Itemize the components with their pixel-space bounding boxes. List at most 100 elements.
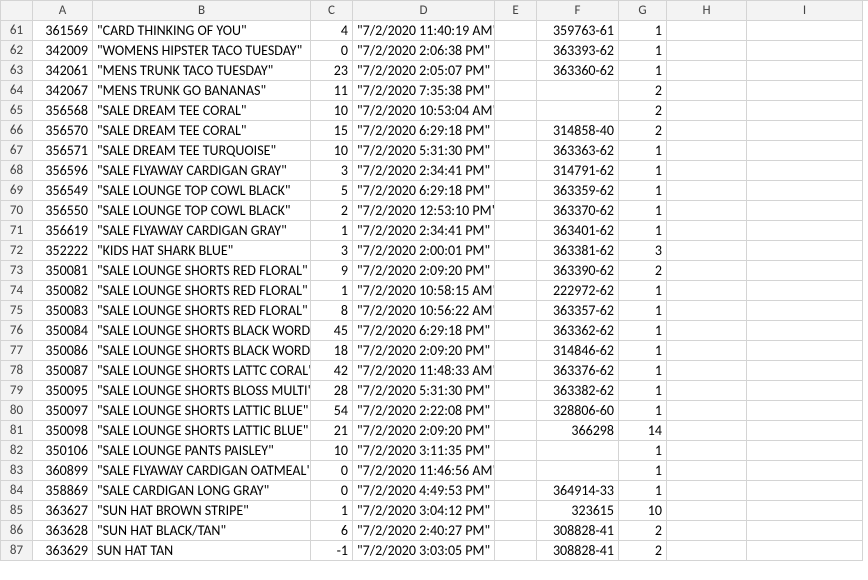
- cell[interactable]: [667, 441, 747, 461]
- cell[interactable]: [667, 81, 747, 101]
- cell[interactable]: "7/2/2020 5:31:30 PM": [353, 141, 495, 161]
- cell[interactable]: "7/2/2020 6:29:18 PM": [353, 121, 495, 141]
- cell[interactable]: "SALE LOUNGE SHORTS RED FLORAL": [93, 261, 311, 281]
- cell[interactable]: 1: [619, 21, 667, 41]
- cell[interactable]: [747, 161, 863, 181]
- cell[interactable]: "SALE DREAM TEE TURQUOISE": [93, 141, 311, 161]
- cell[interactable]: "7/2/2020 2:09:20 PM": [353, 421, 495, 441]
- cell[interactable]: "SALE LOUNGE TOP COWL BLACK": [93, 181, 311, 201]
- cell[interactable]: 356619: [33, 221, 93, 241]
- cell[interactable]: [747, 521, 863, 541]
- cell[interactable]: 356568: [33, 101, 93, 121]
- cell[interactable]: "7/2/2020 7:35:38 PM": [353, 81, 495, 101]
- cell[interactable]: 363370-62: [537, 201, 619, 221]
- row-header[interactable]: 74: [1, 281, 33, 301]
- cell[interactable]: [747, 81, 863, 101]
- cell[interactable]: 356550: [33, 201, 93, 221]
- cell[interactable]: [495, 161, 537, 181]
- cell[interactable]: [495, 41, 537, 61]
- cell[interactable]: 1: [311, 221, 353, 241]
- cell[interactable]: 363401-62: [537, 221, 619, 241]
- row-header[interactable]: 73: [1, 261, 33, 281]
- cell[interactable]: 1: [619, 181, 667, 201]
- cell[interactable]: 10: [311, 101, 353, 121]
- cell[interactable]: 308828-41: [537, 521, 619, 541]
- cell[interactable]: [667, 521, 747, 541]
- cell[interactable]: 0: [311, 461, 353, 481]
- row-header[interactable]: 67: [1, 141, 33, 161]
- cell[interactable]: 356596: [33, 161, 93, 181]
- row-header[interactable]: 70: [1, 201, 33, 221]
- cell[interactable]: [495, 341, 537, 361]
- cell[interactable]: 350106: [33, 441, 93, 461]
- cell[interactable]: 2: [619, 81, 667, 101]
- cell[interactable]: 342067: [33, 81, 93, 101]
- cell[interactable]: 10: [619, 501, 667, 521]
- cell[interactable]: "7/2/2020 10:53:04 AM": [353, 101, 495, 121]
- column-header-b[interactable]: B: [93, 1, 311, 21]
- cell[interactable]: 1: [619, 441, 667, 461]
- cell[interactable]: [667, 381, 747, 401]
- cell[interactable]: [495, 181, 537, 201]
- cell[interactable]: -1: [311, 541, 353, 561]
- cell[interactable]: [747, 101, 863, 121]
- cell[interactable]: [667, 301, 747, 321]
- cell[interactable]: "7/2/2020 2:22:08 PM": [353, 401, 495, 421]
- cell[interactable]: [495, 241, 537, 261]
- cell[interactable]: "7/2/2020 6:29:18 PM": [353, 181, 495, 201]
- cell[interactable]: [495, 481, 537, 501]
- cell[interactable]: [495, 81, 537, 101]
- cell[interactable]: "SALE DREAM TEE CORAL": [93, 121, 311, 141]
- cell[interactable]: 9: [311, 261, 353, 281]
- row-header[interactable]: 85: [1, 501, 33, 521]
- cell[interactable]: SUN HAT TAN: [93, 541, 311, 561]
- cell[interactable]: "7/2/2020 12:53:10 PM": [353, 201, 495, 221]
- cell[interactable]: [495, 261, 537, 281]
- cell[interactable]: 15: [311, 121, 353, 141]
- cell[interactable]: [667, 41, 747, 61]
- cell[interactable]: 356549: [33, 181, 93, 201]
- row-header[interactable]: 75: [1, 301, 33, 321]
- cell[interactable]: 1: [619, 221, 667, 241]
- cell[interactable]: 11: [311, 81, 353, 101]
- cell[interactable]: 5: [311, 181, 353, 201]
- cell[interactable]: [747, 301, 863, 321]
- cell[interactable]: "SALE LOUNGE SHORTS BLACK WORDS": [93, 341, 311, 361]
- cell[interactable]: 356570: [33, 121, 93, 141]
- cell[interactable]: 10: [311, 441, 353, 461]
- cell[interactable]: 2: [619, 261, 667, 281]
- row-header[interactable]: 64: [1, 81, 33, 101]
- cell[interactable]: 6: [311, 521, 353, 541]
- row-header[interactable]: 81: [1, 421, 33, 441]
- cell[interactable]: "7/2/2020 4:49:53 PM": [353, 481, 495, 501]
- cell[interactable]: "7/2/2020 3:04:12 PM": [353, 501, 495, 521]
- cell[interactable]: "SALE FLYAWAY CARDIGAN GRAY": [93, 221, 311, 241]
- cell[interactable]: 0: [311, 481, 353, 501]
- cell[interactable]: "SALE LOUNGE TOP COWL BLACK": [93, 201, 311, 221]
- cell[interactable]: [667, 261, 747, 281]
- column-header-c[interactable]: C: [311, 1, 353, 21]
- cell[interactable]: "SALE FLYAWAY CARDIGAN OATMEAL": [93, 461, 311, 481]
- cell[interactable]: "7/2/2020 11:46:56 AM": [353, 461, 495, 481]
- cell[interactable]: 352222: [33, 241, 93, 261]
- cell[interactable]: 1: [619, 481, 667, 501]
- cell[interactable]: "SALE CARDIGAN LONG GRAY": [93, 481, 311, 501]
- cell[interactable]: 1: [619, 381, 667, 401]
- cell[interactable]: "SUN HAT BLACK/TAN": [93, 521, 311, 541]
- cell[interactable]: 3: [311, 241, 353, 261]
- cell[interactable]: 42: [311, 361, 353, 381]
- cell[interactable]: [747, 121, 863, 141]
- cell[interactable]: 1: [619, 61, 667, 81]
- cell[interactable]: 363381-62: [537, 241, 619, 261]
- cell[interactable]: 350086: [33, 341, 93, 361]
- cell[interactable]: "SALE FLYAWAY CARDIGAN GRAY": [93, 161, 311, 181]
- cell[interactable]: 328806-60: [537, 401, 619, 421]
- cell[interactable]: "SALE LOUNGE SHORTS LATTIC BLUE": [93, 401, 311, 421]
- cell[interactable]: "SALE LOUNGE SHORTS RED FLORAL": [93, 281, 311, 301]
- cell[interactable]: 10: [311, 141, 353, 161]
- cell[interactable]: 1: [619, 201, 667, 221]
- cell[interactable]: "SALE LOUNGE SHORTS LATTIC BLUE": [93, 421, 311, 441]
- cell[interactable]: "7/2/2020 2:09:20 PM": [353, 261, 495, 281]
- cell[interactable]: "SALE DREAM TEE CORAL": [93, 101, 311, 121]
- cell[interactable]: [747, 201, 863, 221]
